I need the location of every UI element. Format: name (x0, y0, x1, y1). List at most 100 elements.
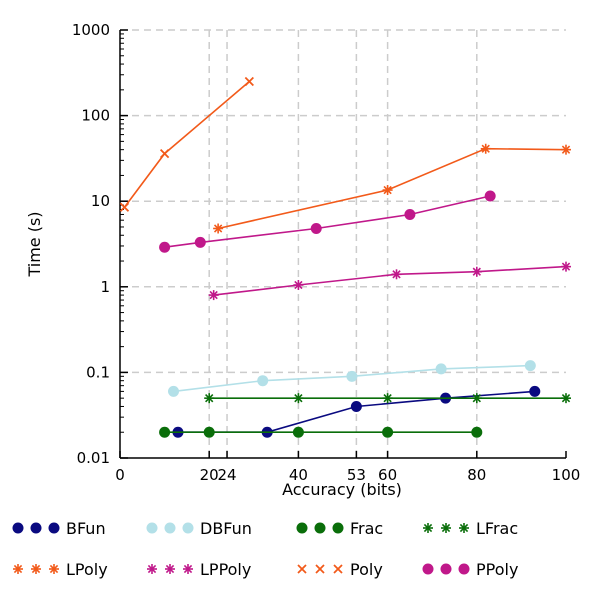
legend-marker-ppoly (458, 563, 470, 575)
data-point-frac (292, 426, 304, 438)
data-point-ppoly (194, 236, 206, 248)
series-line-lppoly (213, 265, 567, 296)
x-axis-label: Accuracy (bits) (282, 480, 402, 499)
legend-marker-lpoly (13, 564, 23, 574)
legend-label-lfrac: LFrac (476, 519, 518, 538)
legend-marker-dbfun (182, 522, 194, 534)
data-point-bfun (350, 400, 362, 412)
data-point-lpoly (480, 143, 491, 154)
x-tick-label: 24 (217, 466, 236, 484)
series-lfrac (204, 393, 571, 404)
legend-marker-lpoly (49, 564, 59, 574)
legend-label-dbfun: DBFun (200, 519, 252, 538)
legend-marker-poly (315, 564, 325, 574)
data-point-lppoly (561, 261, 571, 272)
legend-item-poly: Poly (297, 560, 383, 579)
data-point-poly (244, 76, 254, 87)
series-lpoly (213, 143, 571, 234)
data-point-lfrac (561, 393, 571, 404)
series-line-lpoly (217, 147, 567, 230)
legend-marker-lfrac (423, 523, 433, 533)
legend-marker-lppoly (183, 564, 193, 574)
data-point-lppoly (293, 279, 304, 290)
data-point-frac (203, 426, 215, 438)
data-point-poly (159, 148, 170, 159)
legend-marker-frac (314, 522, 326, 534)
series-line-poly (123, 80, 250, 208)
legend-marker-dbfun (164, 522, 176, 534)
legend-marker-lfrac (441, 523, 451, 533)
x-tick-label: 100 (552, 466, 581, 484)
y-tick-label: 0.01 (77, 449, 110, 467)
y-axis-label: Time (s) (25, 211, 44, 277)
data-point-lfrac (204, 393, 215, 404)
series-layer (119, 76, 571, 438)
legend-marker-bfun (12, 522, 24, 534)
data-point-lppoly (391, 269, 402, 280)
legend-marker-ppoly (422, 563, 434, 575)
legend-marker-bfun (30, 522, 42, 534)
data-point-lppoly (471, 266, 482, 277)
legend-marker-poly (297, 564, 307, 574)
legend-marker-frac (332, 522, 344, 534)
data-point-ppoly (484, 190, 496, 202)
grid (120, 29, 566, 458)
data-point-frac (159, 426, 171, 438)
x-tick-label: 0 (115, 466, 125, 484)
data-point-frac (382, 426, 394, 438)
data-point-bfun (529, 385, 541, 397)
x-tick-label: 20 (200, 466, 219, 484)
axes (119, 29, 567, 459)
series-lppoly (208, 261, 571, 301)
legend-marker-lfrac (459, 523, 469, 533)
legend-marker-ppoly (440, 563, 452, 575)
legend-marker-frac (296, 522, 308, 534)
legend-label-frac: Frac (350, 519, 383, 538)
data-point-frac (471, 426, 483, 438)
y-tick-label: 1000 (72, 21, 110, 39)
legend-label-lpoly: LPoly (66, 560, 108, 579)
legend-item-lpoly: LPoly (13, 560, 108, 579)
y-tick-label: 1 (100, 278, 110, 296)
data-point-dbfun (435, 363, 447, 375)
data-point-lpoly (382, 185, 393, 196)
legend-label-lppoly: LPPoly (200, 560, 251, 579)
series-poly (119, 76, 254, 212)
data-point-lfrac (382, 393, 393, 404)
data-point-dbfun (524, 360, 536, 372)
legend-item-bfun: BFun (12, 519, 106, 538)
x-tick-label: 40 (289, 466, 308, 484)
legend-marker-lppoly (147, 564, 157, 574)
legend-marker-bfun (48, 522, 60, 534)
series-ppoly (159, 190, 496, 253)
y-tick-label: 10 (91, 192, 110, 210)
legend-item-ppoly: PPoly (422, 560, 518, 579)
legend: BFun DBFun Frac LFrac LPoly LPPoly Poly PPoly (12, 519, 518, 579)
data-point-dbfun (168, 385, 180, 397)
legend-marker-poly (333, 564, 343, 574)
legend-label-poly: Poly (350, 560, 383, 579)
series-frac (159, 426, 483, 438)
legend-item-lppoly: LPPoly (147, 560, 251, 579)
legend-marker-dbfun (146, 522, 158, 534)
data-point-lpoly (213, 223, 224, 234)
y-tick-label: 0.1 (86, 363, 110, 381)
data-point-lfrac (293, 393, 304, 404)
data-point-lpoly (561, 144, 571, 155)
data-point-lfrac (471, 393, 482, 404)
y-tick-label: 100 (81, 107, 110, 125)
legend-item-dbfun: DBFun (146, 519, 252, 538)
data-point-dbfun (346, 370, 358, 382)
data-point-dbfun (257, 375, 269, 387)
series-dbfun (168, 360, 536, 397)
x-tick-label: 80 (467, 466, 486, 484)
data-point-ppoly (310, 222, 322, 234)
data-point-lppoly (208, 290, 219, 301)
x-tick-label: 60 (378, 466, 397, 484)
legend-marker-lpoly (31, 564, 41, 574)
x-tick-label: 53 (347, 466, 366, 484)
legend-label-bfun: BFun (66, 519, 106, 538)
data-point-ppoly (159, 241, 171, 253)
